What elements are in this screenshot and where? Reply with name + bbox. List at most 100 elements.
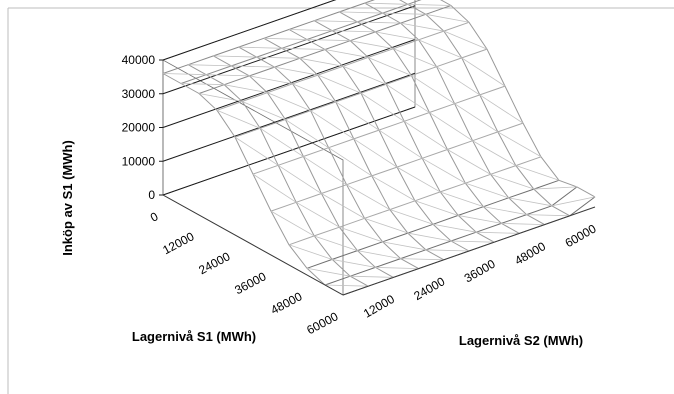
surface-mesh-diagonal	[292, 83, 336, 103]
surface-mesh-diagonal	[418, 39, 462, 59]
surface-mesh-diagonal	[483, 206, 527, 215]
surface-mesh-diagonal	[346, 184, 390, 210]
surface-mesh-diagonal	[242, 101, 286, 120]
z-gridline	[162, 5, 416, 95]
s2-axis-title: Lagernivå S2 (MWh)	[459, 333, 583, 348]
surface-mesh-diagonal	[310, 110, 355, 140]
surface-line-s1	[162, 73, 344, 296]
surface-mesh-diagonal	[256, 56, 300, 59]
surface-mesh-diagonal	[324, 49, 369, 58]
surface-mesh-diagonal	[364, 217, 408, 234]
surface-mesh-diagonal	[277, 164, 322, 194]
surface-mesh-diagonal	[314, 20, 358, 23]
surface-mesh	[162, 0, 596, 296]
surface-mesh-diagonal	[224, 84, 268, 94]
surface-mesh-diagonal	[533, 186, 578, 190]
surface-mesh-diagonal	[375, 267, 419, 269]
surface-mesh-diagonal	[396, 166, 441, 193]
z-gridline	[162, 72, 416, 162]
surface-mesh-diagonal	[342, 65, 387, 85]
surface-mesh-diagonal	[317, 74, 362, 94]
surface-mesh-diagonal	[378, 129, 423, 159]
surface-mesh-diagonal	[306, 267, 351, 277]
surface-mesh-diagonal	[360, 92, 405, 122]
surface-mesh-diagonal	[465, 182, 509, 199]
surface-mesh-diagonal	[458, 215, 502, 224]
floor-grid	[162, 194, 596, 296]
surface-mesh-diagonal	[432, 223, 477, 233]
surface-mesh-diagonal	[350, 40, 394, 50]
surface-mesh-diagonal	[285, 119, 329, 149]
surface-mesh-diagonal	[425, 13, 470, 23]
z-tick-label: 0	[148, 188, 155, 202]
surface-mesh-diagonal	[281, 47, 326, 50]
z-tick-label: 10000	[122, 154, 156, 168]
surface-mesh-diagonal	[335, 101, 380, 131]
surface-mesh-diagonal	[216, 109, 261, 129]
surface-mesh-diagonal	[407, 3, 452, 6]
z-gridline	[162, 0, 337, 61]
surface-mesh-diagonal	[371, 175, 416, 202]
surface-mesh-diagonal	[339, 11, 383, 14]
surface-mesh-diagonal	[188, 64, 232, 67]
surface-mesh-diagonal	[328, 147, 373, 177]
surface-mesh-diagonal	[353, 138, 398, 168]
z-tick-label: 20000	[122, 121, 156, 135]
surface-mesh-diagonal	[447, 149, 491, 175]
z-tick-label: 30000	[122, 87, 156, 101]
surface-mesh-diagonal	[393, 48, 437, 68]
surface-mesh-diagonal	[515, 165, 560, 181]
surface-mesh-diagonal	[450, 240, 495, 243]
surface-mesh-diagonal	[400, 22, 444, 32]
surface-mesh-diagonal	[461, 57, 506, 87]
surface-mesh-diagonal	[551, 196, 596, 207]
surface-mesh-diagonal	[350, 275, 394, 278]
surface-mesh-diagonal	[508, 197, 552, 207]
surface-mesh-diagonal	[497, 131, 542, 158]
surface-mesh-diagonal	[501, 223, 545, 225]
surface-mesh-diagonal	[368, 57, 412, 76]
surface-mesh-diagonal	[259, 127, 304, 157]
surface-mesh-diagonal	[321, 193, 365, 219]
s2-axis-line	[342, 206, 596, 296]
surface-mesh-diagonal	[382, 241, 426, 251]
surface-mesh-diagonal	[414, 200, 459, 216]
surface-mesh-diagonal	[454, 103, 499, 133]
surface-mesh-diagonal	[332, 30, 376, 33]
surface-mesh-diagonal	[314, 235, 358, 252]
surface-mesh-diagonal	[303, 156, 347, 186]
surface-mesh-diagonal	[357, 250, 401, 259]
z-tick-label: 40000	[122, 53, 156, 67]
surface-mesh-diagonal	[339, 226, 383, 243]
surface-mesh-diagonal	[206, 74, 250, 77]
surface-mesh-diagonal	[382, 12, 426, 15]
surface-mesh-diagonal	[198, 93, 243, 102]
surface-mesh-diagonal	[425, 249, 470, 252]
surface-mesh-diagonal	[436, 66, 481, 96]
s1-axis-line	[162, 194, 344, 296]
surface-mesh-diagonal	[299, 57, 344, 67]
surface-mesh-diagonal	[440, 191, 484, 208]
surface-mesh-diagonal	[252, 173, 297, 203]
z-gridline	[162, 106, 416, 196]
surface-mesh-diagonal	[306, 39, 351, 42]
surface-mesh-diagonal	[213, 55, 257, 58]
surface-mesh-diagonal	[472, 140, 516, 166]
surface-mesh-diagonal	[274, 66, 318, 76]
s1-axis-title: Lagernivå S1 (MWh)	[132, 329, 256, 344]
surface-mesh-diagonal	[296, 201, 340, 228]
surface-mesh-diagonal	[238, 46, 282, 49]
surface-mesh-diagonal	[364, 2, 408, 5]
surface-mesh-diagonal	[429, 112, 473, 142]
chart-border	[7, 7, 674, 394]
surface-mesh-diagonal	[476, 231, 520, 234]
surface-mesh-diagonal	[270, 210, 315, 237]
surface-mesh-diagonal	[332, 259, 376, 268]
surface-mesh-diagonal	[526, 214, 570, 217]
surface-mesh-diagonal	[288, 29, 333, 32]
surface-mesh-diagonal	[385, 83, 430, 113]
surface-mesh-diagonal	[231, 65, 275, 68]
surface-mesh-diagonal	[234, 136, 279, 166]
